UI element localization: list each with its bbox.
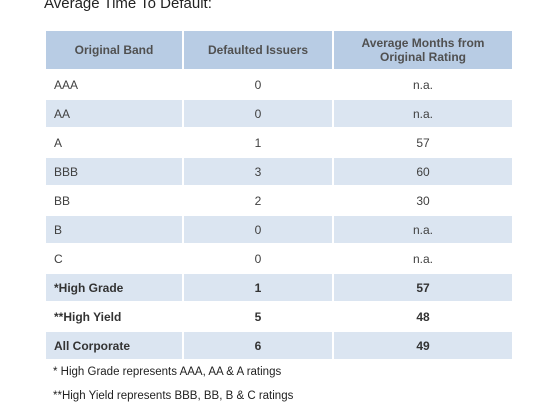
table-cell: 0 [254, 77, 262, 92]
footnote: * High Grade represents AAA, AA & A rati… [53, 366, 282, 378]
table-cell: n.a. [334, 216, 512, 243]
table-cell: n.a. [334, 100, 512, 127]
table-cell: 1 [184, 274, 332, 301]
table-row: All Corporate 6 49 [46, 332, 512, 359]
table-cell: *High Grade [46, 274, 182, 301]
table-row: BBB 3 60 [46, 158, 512, 185]
table-row: **High Yield 5 48 [46, 303, 512, 330]
table-cell: 0 [184, 100, 332, 127]
header-cell: Defaulted Issuers [184, 31, 332, 69]
table-cell: BBB [46, 158, 182, 185]
table-cell: 60 [334, 158, 512, 185]
footnote: **High Yield represents BBB, BB, B & C r… [53, 390, 294, 402]
table-cell: C [54, 251, 63, 266]
table-body: AAA 0 n.a. AA 0 n.a. A 1 57 BBB 3 60 BB 2 30 B 0 n.a. C 0 n.… [46, 71, 512, 359]
table-row: C 0 n.a. [46, 245, 512, 272]
table-cell: AAA [54, 77, 79, 92]
table-cell: AA [46, 100, 182, 127]
table-cell: 0 [184, 216, 332, 243]
table-cell: 48 [416, 309, 430, 324]
table-cell: 0 [254, 251, 262, 266]
table-cell: 2 [254, 193, 262, 208]
table-cell: A [54, 135, 63, 150]
table-cell: 1 [254, 135, 262, 150]
table-cell: B [46, 216, 182, 243]
table-cell: All Corporate [46, 332, 182, 359]
header-cell: Average Months from Original Rating [334, 31, 512, 69]
table-cell: 49 [334, 332, 512, 359]
table-cell: 3 [184, 158, 332, 185]
header-row: Original Band Defaulted Issuers Average Mo… [46, 31, 512, 69]
table-row: AA 0 n.a. [46, 100, 512, 127]
page-title: Average Time To Default: [44, 0, 212, 12]
table-cell: **High Yield [54, 309, 122, 324]
table-cell: n.a. [412, 251, 433, 266]
table-row: AAA 0 n.a. [46, 71, 512, 98]
table-cell: n.a. [412, 77, 433, 92]
header-cell: Original Band [46, 31, 182, 69]
table-row: A 1 57 [46, 129, 512, 156]
table-cell: 57 [334, 274, 512, 301]
table-row: BB 2 30 [46, 187, 512, 214]
default-table: Original Band Defaulted Issuers Average Mo… [44, 29, 514, 361]
table-cell: 57 [416, 135, 430, 150]
table-header: Original Band Defaulted Issuers Average Mo… [46, 31, 512, 69]
table-cell: 6 [184, 332, 332, 359]
table-cell: 30 [416, 193, 430, 208]
table-row: *High Grade 1 57 [46, 274, 512, 301]
table-cell: BB [54, 193, 71, 208]
table-cell: 5 [254, 309, 262, 324]
table-row: B 0 n.a. [46, 216, 512, 243]
